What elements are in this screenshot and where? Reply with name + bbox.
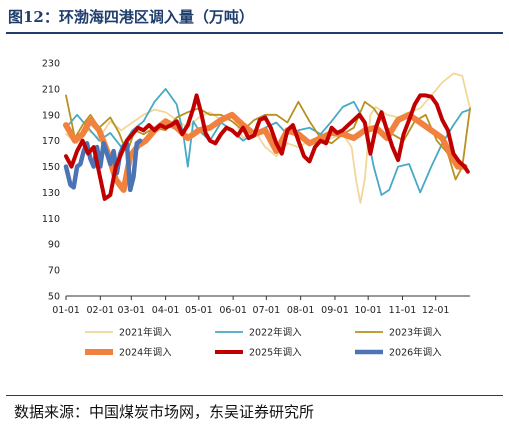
y-tick-label: 170 xyxy=(42,136,60,147)
y-tick-label: 70 xyxy=(48,266,60,277)
source-rule xyxy=(6,395,503,396)
x-tick-label: 06-01 xyxy=(219,305,247,316)
legend-label: 2024年调入 xyxy=(119,347,172,359)
x-tick-label: 01-01 xyxy=(52,305,80,316)
x-tick-label: 11-01 xyxy=(389,305,417,316)
y-tick-label: 230 xyxy=(42,59,60,70)
x-tick-label: 08-01 xyxy=(287,305,315,316)
series-layer xyxy=(63,72,471,204)
legend-label: 2022年调入 xyxy=(249,327,302,339)
x-tick-label: 12-01 xyxy=(422,305,450,316)
figure-title: 图12：环渤海四港区调入量（万吨） xyxy=(8,8,254,26)
y-tick-label: 150 xyxy=(42,162,60,173)
x-tick-label: 09-01 xyxy=(321,305,349,316)
y-tick-label: 130 xyxy=(42,188,60,199)
y-tick-label: 110 xyxy=(42,214,60,225)
series-line-6 xyxy=(63,138,143,193)
y-tick-label: 210 xyxy=(42,84,60,95)
x-tick-label: 05-01 xyxy=(185,305,213,316)
line-chart: 50 70 90 110 130 150 170 190 210 230 01-01 02-01 03… xyxy=(42,59,471,359)
series-line-5 xyxy=(64,93,470,201)
x-tick-label: 04-01 xyxy=(152,305,180,316)
y-tick-label: 50 xyxy=(48,292,60,303)
x-axis: 01-01 02-01 03-01 04-01 05-01 06-01 07-01 08-01… xyxy=(52,295,470,316)
legend-label: 2026年调入 xyxy=(389,347,442,359)
y-axis: 50 70 90 110 130 150 170 190 210 230 xyxy=(42,59,60,303)
x-tick-label: 03-01 xyxy=(117,305,145,316)
y-tick-label: 190 xyxy=(42,110,60,121)
x-tick-label: 02-01 xyxy=(87,305,115,316)
x-tick-label: 07-01 xyxy=(253,305,281,316)
legend-label: 2023年调入 xyxy=(389,327,442,339)
legend-label: 2025年调入 xyxy=(249,347,302,359)
legend: 2021年调入 2022年调入 2023年调入 2024年调入 2025年调入 2026年… xyxy=(85,327,442,359)
x-tick-label: 10-01 xyxy=(354,305,382,316)
title-rule xyxy=(6,32,503,34)
source-note: 数据来源：中国煤炭市场网，东吴证券研究所 xyxy=(14,403,315,421)
y-tick-label: 90 xyxy=(48,240,60,251)
legend-label: 2021年调入 xyxy=(119,327,172,339)
